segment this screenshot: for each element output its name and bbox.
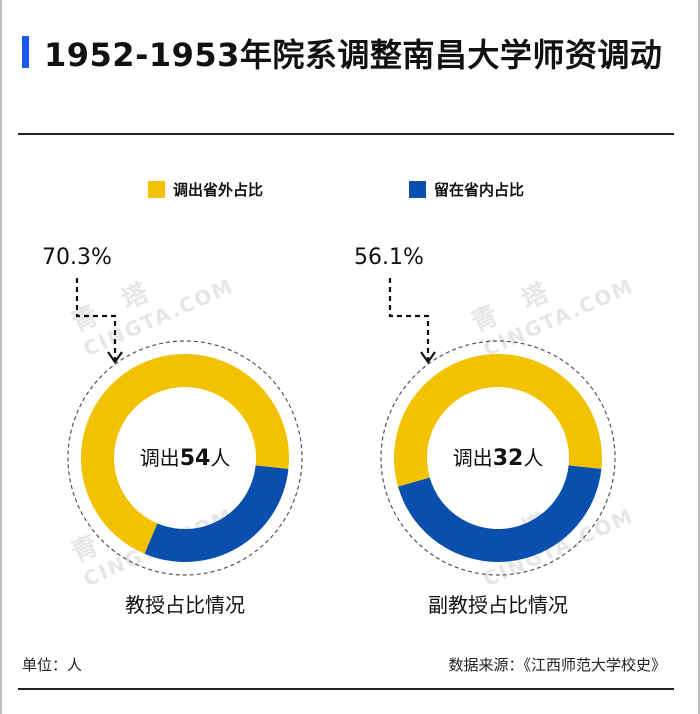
center-label-suffix: 人 bbox=[523, 446, 543, 470]
chart-subtitle: 副教授占比情况 bbox=[428, 593, 568, 617]
legend-label-outside: 调出省外占比 bbox=[173, 180, 264, 199]
center-label-value: 54 bbox=[180, 446, 211, 471]
legend-item-outside: 调出省外占比 bbox=[148, 178, 263, 200]
callout-arrow bbox=[75, 278, 117, 360]
center-label: 调出32人 bbox=[453, 446, 544, 471]
callout-arrow-head bbox=[107, 351, 123, 364]
center-label: 调出54人 bbox=[140, 446, 231, 471]
dashed-guide-circle bbox=[67, 340, 303, 576]
donut-slice-inside bbox=[398, 465, 602, 563]
title-accent-bar bbox=[22, 36, 29, 68]
legend-label-inside: 留在省内占比 bbox=[434, 180, 525, 199]
source-note: 数据来源：《江西师范大学校史》 bbox=[448, 656, 666, 674]
legend-swatch-inside bbox=[409, 180, 426, 198]
callout-label: 70.3% bbox=[42, 245, 112, 270]
chart-title: 1952-1953年院系调整南昌大学师资调动 bbox=[44, 36, 663, 74]
center-label-prefix: 调出 bbox=[453, 446, 493, 470]
legend-item-inside: 留在省内占比 bbox=[409, 178, 524, 200]
top-divider bbox=[18, 133, 674, 135]
callout-label: 56.1% bbox=[354, 245, 424, 270]
callout-arrow-head bbox=[420, 351, 436, 364]
center-label-value: 32 bbox=[493, 446, 524, 471]
chart-subtitle: 教授占比情况 bbox=[125, 593, 245, 617]
center-label-suffix: 人 bbox=[210, 446, 230, 470]
center-label-prefix: 调出 bbox=[140, 446, 180, 470]
donut-slice-outside bbox=[394, 354, 602, 487]
donut-slice-inside bbox=[144, 465, 289, 562]
legend-swatch-outside bbox=[148, 180, 165, 198]
donut-slice-outside bbox=[81, 353, 290, 554]
dashed-guide-circle bbox=[380, 340, 616, 576]
bottom-divider bbox=[18, 688, 674, 690]
callout-arrow bbox=[388, 278, 430, 360]
unit-note: 单位：人 bbox=[22, 656, 83, 674]
